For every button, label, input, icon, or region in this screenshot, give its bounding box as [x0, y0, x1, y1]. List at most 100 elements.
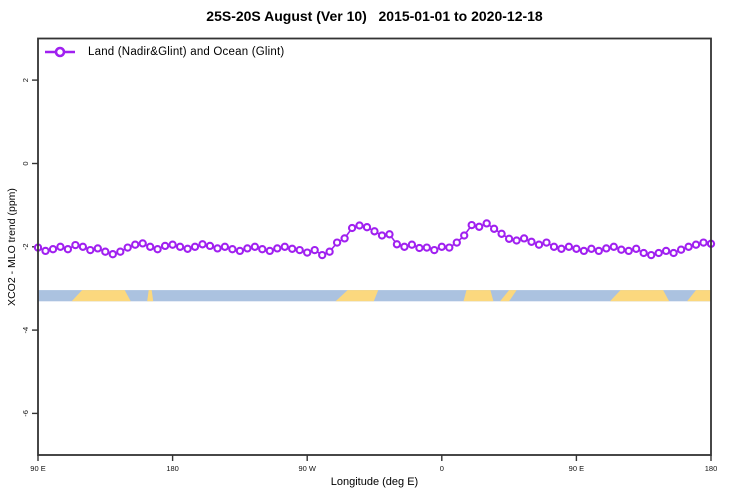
data-point: [273, 244, 282, 253]
x-tick-label: 90 E: [30, 464, 45, 473]
data-point: [153, 245, 162, 254]
data-point: [497, 229, 506, 238]
data-point: [519, 234, 529, 243]
data-point: [48, 245, 58, 254]
data-point: [318, 250, 327, 260]
data-point: [400, 242, 409, 251]
data-point: [190, 242, 200, 251]
data-point: [512, 236, 521, 245]
y-axis-title: XCO2 - MLO trend (ppm): [6, 188, 18, 306]
data-point: [250, 242, 260, 251]
data-point: [422, 243, 431, 252]
data-point: [654, 248, 663, 258]
data-point: [258, 245, 267, 254]
data-point: [602, 244, 611, 253]
data-point: [116, 247, 125, 256]
y-tick-label: -2: [21, 243, 30, 250]
data-point: [617, 245, 626, 254]
data-point: [594, 246, 603, 256]
data-point: [624, 246, 633, 256]
x-tick-label: 0: [440, 464, 444, 473]
y-tick-label: 2: [21, 78, 30, 82]
map-strip-land-southern-africa: [463, 290, 494, 302]
data-point: [482, 219, 491, 228]
data-point: [355, 221, 364, 230]
plot-border: [37, 37, 712, 456]
x-tick-label: 180: [705, 464, 718, 473]
data-point: [303, 248, 312, 257]
data-point: [661, 246, 671, 256]
data-point: [587, 244, 596, 253]
data-point: [445, 243, 454, 252]
data-point: [542, 238, 551, 247]
data-point: [205, 241, 215, 251]
data-point: [295, 245, 304, 255]
data-point: [175, 242, 185, 251]
data-point: [430, 245, 439, 255]
data-point: [460, 231, 469, 240]
page-title: 25S-20S August (Ver 10) 2015-01-01 to 20…: [206, 8, 543, 24]
data-point: [527, 237, 536, 246]
data-point: [340, 234, 349, 243]
y-tick-label: -4: [21, 327, 30, 334]
data-point: [684, 242, 693, 251]
data-point: [41, 246, 50, 256]
data-point: [235, 246, 245, 256]
data-point: [639, 248, 648, 258]
data-point: [198, 240, 207, 249]
data-point: [123, 243, 132, 252]
data-point: [467, 220, 476, 230]
data-point: [632, 244, 641, 253]
data-point: [407, 240, 417, 249]
data-point: [564, 242, 574, 251]
data-point: [280, 242, 289, 251]
x-tick-label: 90 W: [298, 464, 316, 473]
data-point: [93, 244, 102, 253]
data-point: [108, 250, 117, 259]
data-point: [243, 244, 252, 253]
data-point: [504, 234, 514, 243]
data-point: [138, 239, 147, 248]
data-point: [310, 245, 319, 255]
data-point: [370, 227, 379, 236]
data-point: [101, 247, 110, 256]
data-point: [699, 238, 708, 247]
data-point: [691, 240, 701, 249]
data-point: [131, 240, 140, 249]
data-point: [220, 242, 230, 251]
data-point: [549, 242, 559, 251]
data-point: [392, 240, 402, 249]
map-strip-land-australia: [71, 290, 131, 302]
data-point: [213, 244, 222, 253]
data-point: [415, 243, 424, 253]
data-point: [609, 242, 618, 251]
legend: Land (Nadir&Glint) and Ocean (Glint): [44, 46, 284, 58]
data-point: [572, 244, 581, 253]
data-point: [362, 223, 372, 232]
x-tick-label: 90 E: [569, 464, 584, 473]
data-point: [534, 240, 544, 249]
data-point: [325, 247, 334, 256]
data-point: [437, 242, 446, 251]
data-point: [452, 238, 461, 247]
data-point: [557, 244, 566, 253]
data-point: [347, 223, 357, 233]
data-point: [71, 240, 80, 250]
map-strip-land-sw-pacific-islands: [687, 290, 711, 302]
x-axis-title: Longitude (deg E): [330, 476, 419, 488]
legend-open-circle-marker-icon: [45, 46, 75, 58]
data-point: [676, 245, 686, 254]
data-point: [228, 245, 237, 254]
data-point: [377, 231, 387, 240]
data-point: [647, 250, 656, 260]
x-tick-label: 180: [166, 464, 179, 473]
data-point: [63, 245, 73, 254]
map-strip-land-australia-wrap: [610, 290, 670, 302]
map-strip-land-madagascar: [500, 290, 517, 302]
data-point: [146, 242, 155, 251]
data-point: [288, 244, 297, 253]
data-point: [183, 244, 192, 253]
map-strip-land-new-caledonia: [147, 290, 154, 302]
map-strip-land-south-america: [335, 290, 379, 302]
legend-label: Land (Nadir&Glint) and Ocean (Glint): [88, 46, 285, 58]
